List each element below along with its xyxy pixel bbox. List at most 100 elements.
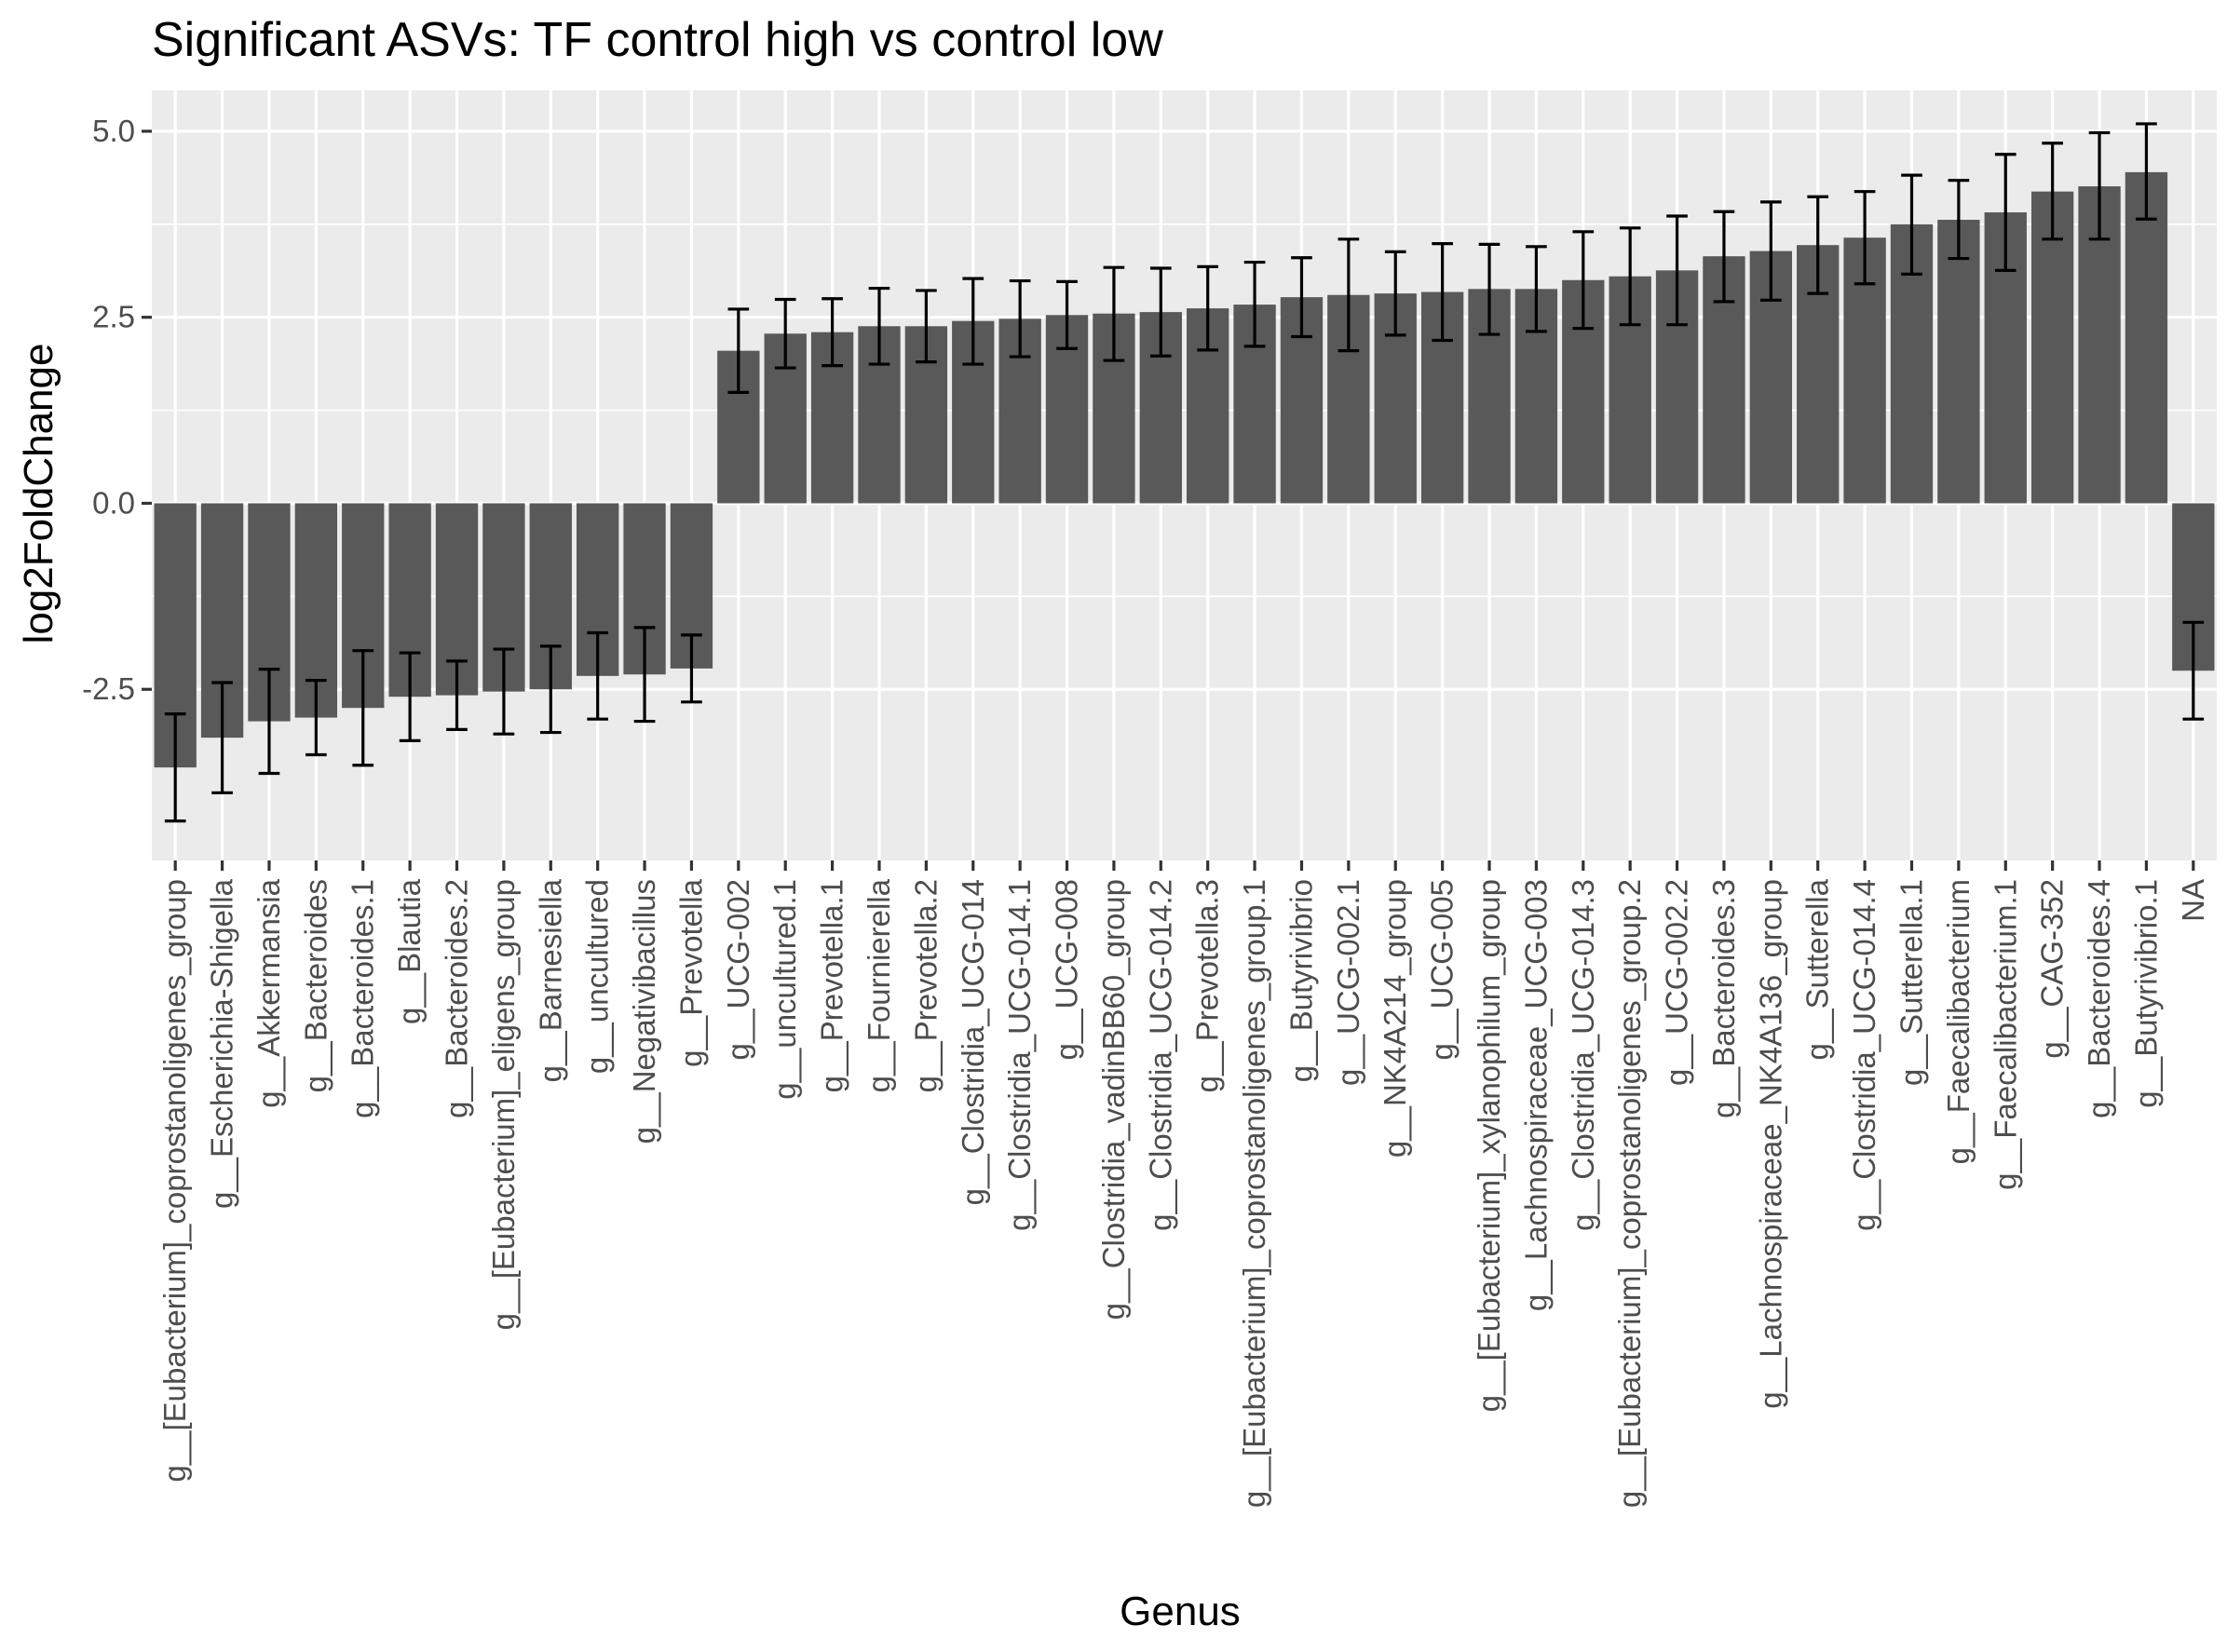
error-bar <box>1149 266 1172 358</box>
error-bar <box>587 630 609 721</box>
error-bar <box>493 647 515 736</box>
error-bar <box>2088 130 2111 241</box>
error-bar <box>1619 226 1641 327</box>
x-tick-label: g__uncultured <box>580 879 615 1074</box>
error-bar <box>164 711 186 823</box>
error-bar <box>1243 260 1266 348</box>
error-bar <box>1759 200 1782 302</box>
error-bar <box>211 681 233 794</box>
x-tick-label: g__Butyrivibrio <box>1283 879 1318 1082</box>
error-bar <box>1807 195 1829 295</box>
error-bar <box>399 651 421 742</box>
x-tick-label: g__UCG-002.1 <box>1331 879 1365 1086</box>
x-tick-label: g__Bacteroides.3 <box>1706 879 1741 1118</box>
x-tick-label: g__Negativibacillus <box>627 879 661 1144</box>
error-bar <box>1103 265 1125 362</box>
error-bar <box>1854 190 1876 286</box>
x-tick-label: g__Lachnospiraceae_NK4A136_group <box>1753 879 1787 1409</box>
error-bar <box>2136 122 2157 221</box>
error-bar <box>1384 250 1406 337</box>
error-bar <box>539 644 562 735</box>
x-tick-label: g__Clostridia_UCG-014.3 <box>1566 879 1600 1231</box>
x-tick-label: g__Akkermansia <box>251 878 286 1107</box>
x-tick-label: g__Prevotella <box>673 878 708 1066</box>
x-tick-label: g__[Eubacterium]_coprostanoligenes_group… <box>1612 879 1647 1508</box>
x-tick-label: g__Escherichia-Shigella <box>205 878 239 1209</box>
error-bar <box>1478 242 1501 336</box>
error-bar <box>2182 620 2205 721</box>
error-bar <box>1713 210 1735 304</box>
error-bar <box>822 297 843 368</box>
x-tick-label: g__[Eubacterium]_coprostanoligenes_group… <box>1237 879 1271 1508</box>
error-bar <box>306 679 327 757</box>
bars <box>154 171 2215 768</box>
error-bar <box>1291 256 1312 339</box>
chart-title: Significant ASVs: TF control high vs con… <box>152 13 1163 67</box>
x-tick-label: g__UCG-002.2 <box>1660 879 1694 1086</box>
x-tick-label: g__Clostridia_vadinBB60_group <box>1096 879 1131 1320</box>
error-bars <box>164 122 2205 823</box>
x-tick-label: g__Bacteroides.1 <box>346 879 380 1118</box>
x-tick-label: g__Bacteroides.2 <box>440 879 474 1118</box>
error-bar <box>774 297 796 370</box>
x-tick-label: g__Clostridia_UCG-014 <box>956 879 990 1205</box>
bar <box>2030 191 2074 504</box>
x-tick-label: g__Prevotella.1 <box>815 879 849 1092</box>
x-tick-label: g__Clostridia_UCG-014.4 <box>1847 879 1881 1231</box>
error-bar <box>1666 214 1688 327</box>
x-tick-label: g__Bacteroides.4 <box>2082 879 2116 1118</box>
x-tick-label: g__NK4A214_group <box>1378 879 1412 1158</box>
x-tick-label: g__UCG-005 <box>1425 879 1460 1060</box>
error-bar <box>868 286 890 366</box>
x-tick-label: g__Lachnospiraceae_UCG-003 <box>1518 879 1553 1311</box>
bar <box>2125 171 2168 504</box>
error-bar <box>1056 279 1078 350</box>
x-tick-label: g__Blautia <box>392 878 427 1024</box>
x-tick-label: NA <box>2176 879 2210 922</box>
y-axis: -2.5 0.0 2.5 5.0 <box>82 114 152 706</box>
x-tick-label: g__[Eubacterium]_xylanophilum_group <box>1472 879 1506 1412</box>
error-bar <box>1009 278 1031 359</box>
error-bar <box>1994 153 2017 272</box>
bar <box>1937 220 1980 504</box>
y-tick-label: -2.5 <box>82 671 135 706</box>
x-tick-label: g__Sutterella <box>1800 878 1835 1060</box>
error-bar <box>352 649 374 767</box>
x-tick-label: g__Faecalibacterium.1 <box>1988 879 2022 1190</box>
y-tick-label: 5.0 <box>92 114 135 148</box>
error-bar <box>1572 230 1595 331</box>
x-tick-label: g__CAG-352 <box>2035 879 2070 1059</box>
error-bar <box>962 277 984 366</box>
x-tick-label: g__Bacteroides <box>298 879 333 1092</box>
x-axis: g__[Eubacterium]_coprostanoligenes_group… <box>157 860 2210 1508</box>
error-bar <box>727 307 750 395</box>
error-bar <box>1338 237 1360 353</box>
y-tick-label: 0.0 <box>92 485 135 520</box>
x-tick-label: g__UCG-008 <box>1050 879 1084 1060</box>
error-bar <box>258 668 280 776</box>
x-tick-label: g__[Eubacterium]_coprostanoligenes_group <box>157 879 192 1483</box>
y-axis-title: log2FoldChange <box>16 344 61 644</box>
error-bar <box>916 289 937 364</box>
error-bar <box>1526 245 1547 333</box>
error-bar <box>681 633 702 704</box>
x-tick-label: g__Prevotella.2 <box>908 879 943 1092</box>
x-tick-label: g__uncultured.1 <box>767 879 802 1100</box>
x-tick-label: g__UCG-002 <box>721 879 755 1060</box>
x-tick-label: g__[Eubacterium]_eligens_group <box>486 879 521 1330</box>
x-tick-label: g__Prevotella.3 <box>1190 879 1225 1092</box>
x-tick-label: g__Fournierella <box>862 878 896 1092</box>
y-tick-label: 2.5 <box>92 300 135 334</box>
error-bar <box>1197 264 1219 352</box>
error-bar <box>1901 173 1922 276</box>
x-tick-label: g__Barnesiella <box>533 878 567 1082</box>
error-bar <box>1432 242 1453 343</box>
x-tick-label: g__Faecalibacterium <box>1941 879 1976 1164</box>
x-tick-label: g__Clostridia_UCG-014.2 <box>1143 879 1177 1231</box>
x-tick-label: g__Clostridia_UCG-014.1 <box>1002 879 1037 1231</box>
error-bar <box>633 626 656 724</box>
x-tick-label: g__Sutterella.1 <box>1894 879 1928 1086</box>
x-axis-title: Genus <box>1120 1589 1241 1634</box>
error-bar <box>2042 142 2063 241</box>
